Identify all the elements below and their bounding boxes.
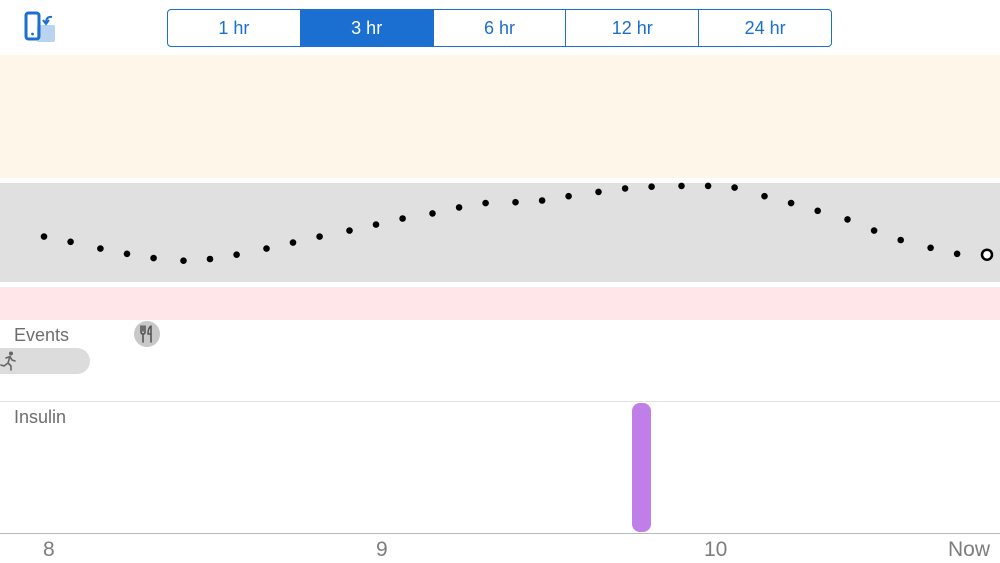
x-tick-label: 10 [704, 538, 728, 561]
high-range-band [0, 55, 1000, 178]
time-range-selector: 1 hr 3 hr 6 hr 12 hr 24 hr [167, 9, 832, 47]
exercise-event-marker[interactable] [0, 348, 90, 374]
device-rotate-icon [24, 11, 55, 42]
meal-event-marker[interactable] [134, 321, 160, 347]
range-12hr-button[interactable]: 12 hr [566, 10, 700, 46]
x-tick-label: 9 [376, 538, 388, 561]
insulin-dose-bar[interactable] [632, 403, 652, 532]
target-range-band [0, 183, 1000, 282]
low-range-band [0, 287, 1000, 320]
x-tick-label: Now [948, 538, 991, 561]
events-divider [0, 401, 1000, 402]
insulin-label: Insulin [14, 407, 67, 427]
time-axis-line [0, 533, 1000, 534]
range-1hr-button[interactable]: 1 hr [168, 10, 301, 46]
running-icon [0, 351, 16, 371]
rotate-device-button[interactable] [22, 10, 60, 46]
range-24hr-button[interactable]: 24 hr [744, 17, 786, 38]
events-label: Events [14, 325, 70, 345]
range-6hr-button[interactable]: 6 hr [434, 10, 567, 46]
fork-knife-icon [140, 325, 152, 343]
x-tick-label: 8 [43, 538, 55, 561]
range-3hr-button[interactable]: 3 hr [300, 10, 434, 46]
